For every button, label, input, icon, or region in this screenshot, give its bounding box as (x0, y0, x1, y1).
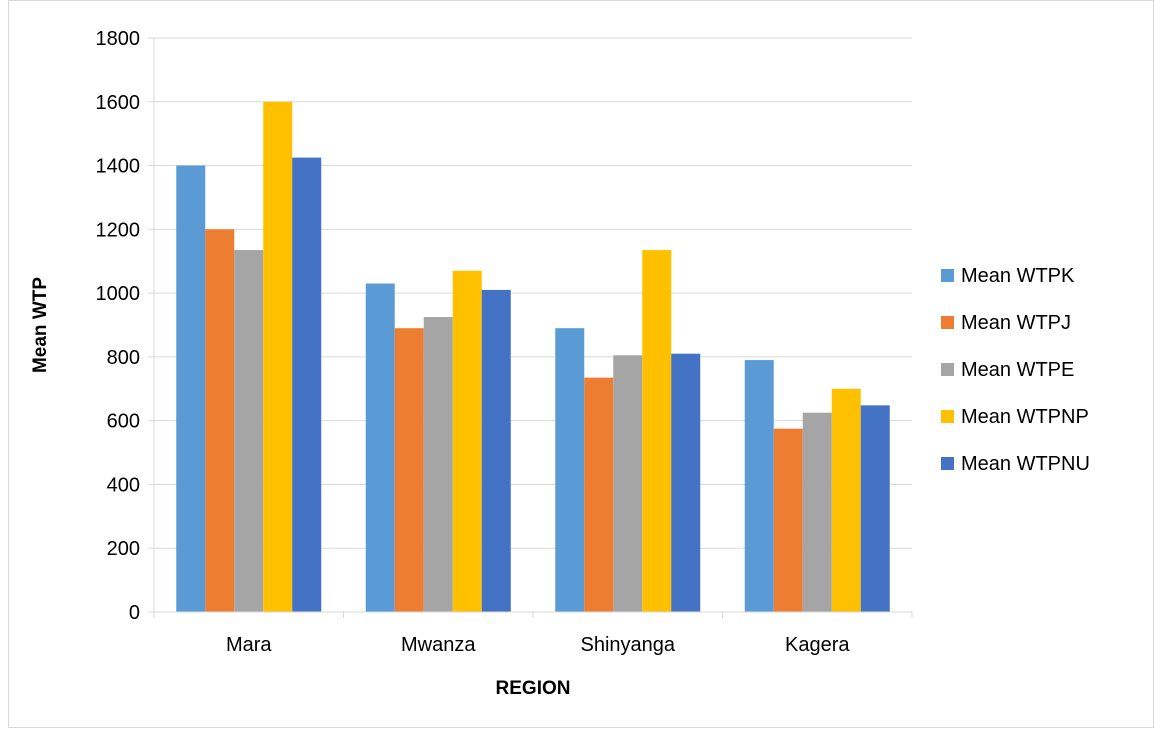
y-tick-label: 1200 (96, 219, 141, 241)
legend-label: Mean WTPK (961, 265, 1075, 287)
x-tick-label: Shinyanga (580, 634, 675, 656)
bar-mean-wtpe-mara (234, 250, 264, 613)
y-tick-label: 0 (129, 602, 140, 624)
legend-label: Mean WTPJ (961, 312, 1071, 334)
bar-mean-wtpk-mwanza (365, 283, 395, 612)
x-tick-labels: Mara Mwanza Shinyanga Kagera (153, 612, 913, 656)
y-axis-title: Mean WTP (30, 277, 51, 373)
bar-mean-wtpnu-mara (292, 157, 322, 613)
y-tick-label: 800 (107, 347, 140, 369)
legend-item: Mean WTPNP (941, 406, 1089, 428)
y-tick-label: 600 (107, 411, 140, 433)
y-tick-label: 1800 (96, 28, 141, 50)
y-tick-labels: 0 200 400 600 800 1000 1200 1400 1600 1800 (96, 28, 154, 624)
bar-mean-wtpj-mara (205, 229, 235, 613)
bar-mean-wtpnp-shinyanga (642, 250, 672, 613)
legend-swatch (941, 269, 954, 282)
chart-frame (8, 0, 1154, 728)
bar-mean-wtpnu-kagera (860, 405, 890, 612)
legend-item: Mean WTPNU (941, 453, 1090, 475)
legend-item: Mean WTPK (941, 265, 1075, 287)
y-tick-label: 200 (107, 538, 140, 560)
legend: Mean WTPK Mean WTPJ Mean WTPE Mean WTPNP Mea… (941, 265, 1090, 475)
y-tick-label: 400 (107, 474, 140, 496)
bar-mean-wtpnu-shinyanga (671, 353, 701, 612)
bar-mean-wtpk-shinyanga (555, 328, 585, 612)
legend-item: Mean WTPJ (941, 312, 1071, 334)
x-tick-label: Mara (226, 634, 272, 656)
bar-mean-wtpj-kagera (773, 428, 803, 612)
legend-swatch (941, 316, 954, 329)
bar-mean-wtpk-kagera (744, 360, 774, 612)
bar-mean-wtpnp-kagera (831, 388, 861, 612)
legend-label: Mean WTPNP (961, 406, 1089, 428)
bar-mean-wtpj-shinyanga (584, 377, 614, 612)
legend-label: Mean WTPE (961, 359, 1074, 381)
legend-swatch (941, 457, 954, 470)
legend-swatch (941, 363, 954, 376)
x-tick-label: Mwanza (401, 634, 476, 656)
y-tick-label: 1000 (96, 283, 141, 305)
bar-mean-wtpe-shinyanga (613, 355, 643, 612)
y-tick-label: 1400 (96, 156, 141, 178)
bar-mean-wtpnp-mara (263, 101, 293, 613)
legend-item: Mean WTPE (941, 359, 1074, 381)
bar-mean-wtpnu-mwanza (481, 289, 511, 612)
bar-mean-wtpe-kagera (802, 412, 832, 612)
bars (176, 101, 890, 613)
bar-mean-wtpj-mwanza (394, 328, 424, 612)
legend-swatch (941, 410, 954, 423)
bar-mean-wtpe-mwanza (423, 317, 453, 612)
bar-mean-wtpk-mara (176, 165, 206, 613)
x-tick-label: Kagera (785, 634, 850, 656)
x-axis-title: REGION (496, 678, 571, 699)
legend-label: Mean WTPNU (961, 453, 1090, 475)
y-tick-label: 1600 (96, 92, 141, 114)
bar-mean-wtpnp-mwanza (452, 270, 482, 612)
